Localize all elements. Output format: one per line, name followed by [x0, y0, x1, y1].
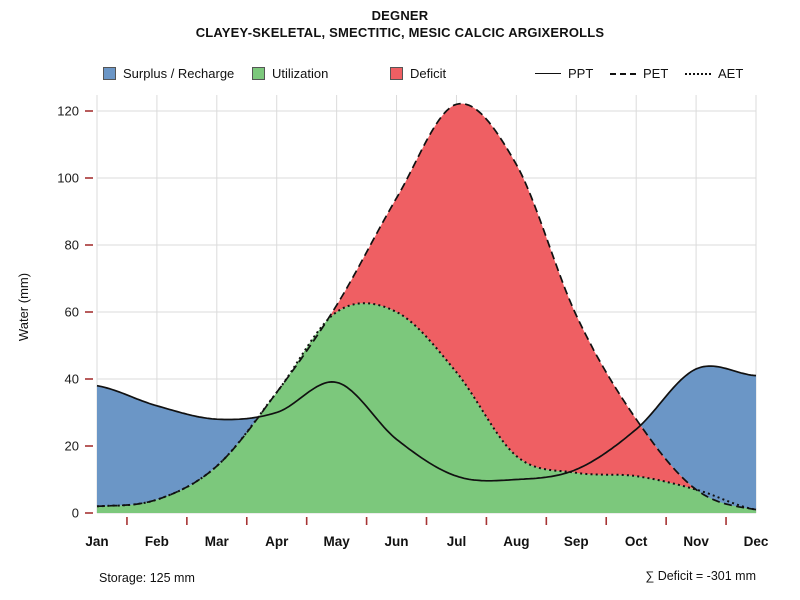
deficit-area — [329, 103, 694, 489]
legend-item-surplus: Surplus / Recharge — [103, 66, 234, 81]
svg-text:Jan: Jan — [85, 534, 108, 549]
surplus-swatch — [103, 67, 116, 80]
legend-pet-label: PET — [643, 66, 669, 81]
legend-item-pet: PET — [610, 66, 668, 81]
pet-line — [96, 102, 757, 511]
svg-text:0: 0 — [72, 506, 79, 521]
deficit-swatch — [390, 67, 403, 80]
svg-text:Sep: Sep — [564, 534, 589, 549]
surplus-area — [641, 366, 756, 510]
svg-text:Mar: Mar — [205, 534, 230, 549]
svg-text:May: May — [324, 534, 351, 549]
utilization-swatch — [252, 67, 265, 80]
pet-line-sample-icon — [610, 72, 636, 75]
chart-subtitle: CLAYEY-SKELETAL, SMECTITIC, MESIC CALCIC… — [195, 25, 605, 40]
legend-surplus-label: Surplus / Recharge — [123, 66, 235, 81]
svg-text:Oct: Oct — [625, 534, 648, 549]
legend-item-deficit: Deficit — [390, 66, 446, 81]
legend-utilization-label: Utilization — [272, 66, 329, 81]
chart-legend: Surplus / Recharge Utilization Deficit P… — [97, 66, 777, 84]
legend-aet-label: AET — [718, 66, 744, 81]
svg-text:80: 80 — [65, 238, 79, 253]
legend-item-utilization: Utilization — [252, 66, 328, 81]
ppt-line — [96, 365, 757, 482]
svg-text:120: 120 — [57, 104, 79, 119]
legend-ppt-label: PPT — [568, 66, 594, 81]
svg-text:Nov: Nov — [683, 534, 709, 549]
ppt-line-sample-icon — [535, 73, 561, 74]
aet-line — [96, 302, 757, 511]
svg-text:20: 20 — [65, 439, 79, 454]
svg-text:40: 40 — [65, 372, 79, 387]
svg-text:Aug: Aug — [503, 534, 529, 549]
deficit-sum-label: ∑ Deficit = -301 mm — [645, 569, 756, 583]
utilization-area — [97, 303, 756, 513]
legend-item-ppt: PPT — [535, 66, 593, 81]
svg-text:Apr: Apr — [265, 534, 289, 549]
legend-item-aet: AET — [685, 66, 743, 81]
chart-title: DEGNER — [371, 8, 429, 23]
svg-text:100: 100 — [57, 171, 79, 186]
svg-text:Dec: Dec — [744, 534, 769, 549]
svg-text:Jul: Jul — [447, 534, 467, 549]
legend-deficit-label: Deficit — [410, 66, 447, 81]
svg-text:Jun: Jun — [385, 534, 409, 549]
surplus-area — [97, 385, 257, 507]
aet-line-sample-icon — [685, 72, 711, 75]
y-axis-label: Water (mm) — [16, 272, 31, 342]
svg-text:60: 60 — [65, 305, 79, 320]
svg-text:Feb: Feb — [145, 534, 169, 549]
storage-label: Storage: 125 mm — [99, 571, 195, 585]
